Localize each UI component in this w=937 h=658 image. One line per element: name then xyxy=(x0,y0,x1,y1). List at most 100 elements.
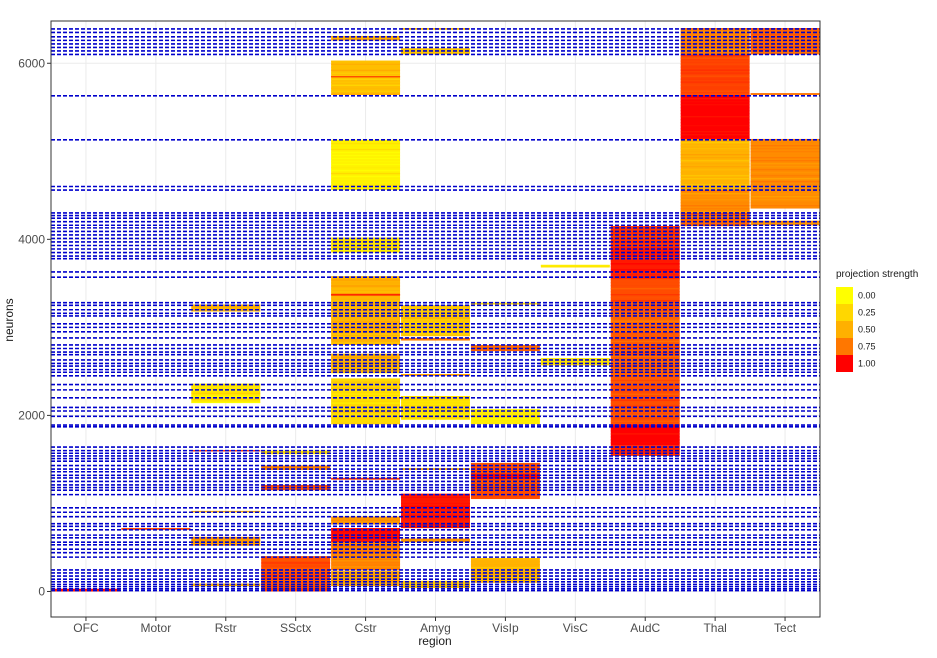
heatmap-stripe xyxy=(331,279,401,281)
heatmap-stripe xyxy=(610,379,680,382)
heatmap-stripe xyxy=(470,495,540,498)
heatmap-stripe xyxy=(610,439,680,441)
heatmap-stripe xyxy=(401,417,470,419)
heatmap-stripe xyxy=(470,471,540,474)
heatmap-stripe xyxy=(680,115,750,118)
heatmap-block xyxy=(470,473,540,479)
heatmap-stripe xyxy=(261,465,331,467)
heatmap-stripe xyxy=(470,409,540,411)
heatmap-stripe xyxy=(191,542,261,545)
heatmap-stripe xyxy=(680,112,750,115)
heatmap-stripe xyxy=(470,561,540,563)
heatmap-stripe xyxy=(680,221,750,224)
heatmap-stripe xyxy=(680,180,750,183)
x-tick-label: Rstr xyxy=(215,621,237,635)
heatmap-stripe xyxy=(610,454,680,456)
heatmap-stripe xyxy=(680,43,750,45)
legend-label: 0.75 xyxy=(858,342,876,352)
heatmap-stripe xyxy=(680,97,750,100)
x-tick-label: VisIp xyxy=(492,621,519,635)
heatmap-stripe xyxy=(680,218,750,221)
heatmap-stripe xyxy=(680,66,750,68)
heatmap-stripe xyxy=(680,57,750,59)
heatmap-stripe xyxy=(331,519,401,522)
heatmap-stripe xyxy=(610,284,680,287)
heatmap-stripe xyxy=(680,31,750,33)
heatmap-stripe xyxy=(680,103,750,106)
heatmap-stripe xyxy=(610,296,680,299)
heatmap-stripe xyxy=(331,417,401,419)
heatmap-stripe xyxy=(401,414,470,416)
heatmap-stripe xyxy=(680,84,750,86)
heatmap-stripe xyxy=(331,166,401,169)
heatmap-stripe xyxy=(680,81,750,83)
heatmap-stripe xyxy=(331,342,401,344)
heatmap-stripe xyxy=(261,565,331,567)
heatmap-block xyxy=(610,278,680,312)
heatmap-stripe xyxy=(331,333,401,335)
heatmap-stripe xyxy=(191,401,261,404)
heatmap-stripe xyxy=(261,453,331,455)
heatmap-stripe xyxy=(680,130,750,133)
heatmap-stripe xyxy=(610,302,680,305)
heatmap-stripe xyxy=(470,344,540,347)
heatmap-stripe xyxy=(610,393,680,395)
heatmap-stripe xyxy=(750,204,820,207)
heatmap-stripe xyxy=(680,118,750,121)
heatmap-stripe xyxy=(610,305,680,308)
heatmap-block xyxy=(470,302,540,305)
heatmap-stripe xyxy=(610,247,680,249)
heatmap-stripe xyxy=(261,574,331,576)
heatmap-stripe xyxy=(401,505,470,508)
legend-entries: 0.00 0.25 0.50 0.75 1.00 xyxy=(836,287,876,372)
heatmap-stripe xyxy=(680,63,750,65)
heatmap-stripe xyxy=(331,563,401,565)
heatmap-stripe xyxy=(750,192,820,195)
heatmap-stripe xyxy=(610,420,680,422)
heatmap-block xyxy=(750,138,820,209)
heatmap-block xyxy=(331,60,401,95)
heatmap-stripe xyxy=(540,264,610,267)
heatmap-stripe xyxy=(470,347,540,350)
heatmap-stripe xyxy=(750,37,820,39)
heatmap-stripe xyxy=(401,48,470,50)
heatmap-stripe xyxy=(610,232,680,234)
heatmap-tile xyxy=(750,138,820,209)
heatmap-stripe xyxy=(331,81,401,84)
heatmap-stripe xyxy=(680,109,750,112)
heatmap-tile xyxy=(401,493,470,529)
legend-label: 0.25 xyxy=(858,308,876,318)
heatmap-stripe xyxy=(331,545,401,547)
heatmap-stripe xyxy=(610,346,680,349)
heatmap-stripe xyxy=(680,138,750,141)
heatmap-block xyxy=(750,93,820,95)
heatmap-stripe xyxy=(610,433,680,435)
heatmap-stripe xyxy=(331,175,401,178)
x-tick-label: Amyg xyxy=(420,621,451,635)
heatmap-stripe xyxy=(331,303,401,305)
heatmap-stripe xyxy=(680,215,750,218)
heatmap-stripe xyxy=(610,349,680,352)
heatmap-stripe xyxy=(610,414,680,416)
heatmap-stripe xyxy=(331,408,401,410)
heatmap-stripe xyxy=(401,320,470,322)
heatmap-stripe xyxy=(680,186,750,189)
heatmap-stripe xyxy=(610,387,680,389)
heatmap-stripe xyxy=(610,287,680,290)
heatmap-stripe xyxy=(610,257,680,259)
heatmap-stripe xyxy=(680,121,750,124)
heatmap-block xyxy=(680,54,750,95)
heatmap-stripe xyxy=(401,332,470,334)
heatmap-stripe xyxy=(401,402,470,404)
heatmap-stripe xyxy=(680,224,750,227)
heatmap-stripe xyxy=(401,514,470,517)
heatmap-stripe xyxy=(261,556,331,558)
heatmap-stripe xyxy=(680,54,750,56)
heatmap-stripe xyxy=(331,551,401,553)
heatmap-stripe xyxy=(750,34,820,36)
heatmap-stripe xyxy=(470,483,540,486)
heatmap-tile xyxy=(680,190,750,213)
heatmap-stripe xyxy=(680,171,750,174)
heatmap-stripe xyxy=(470,468,540,471)
